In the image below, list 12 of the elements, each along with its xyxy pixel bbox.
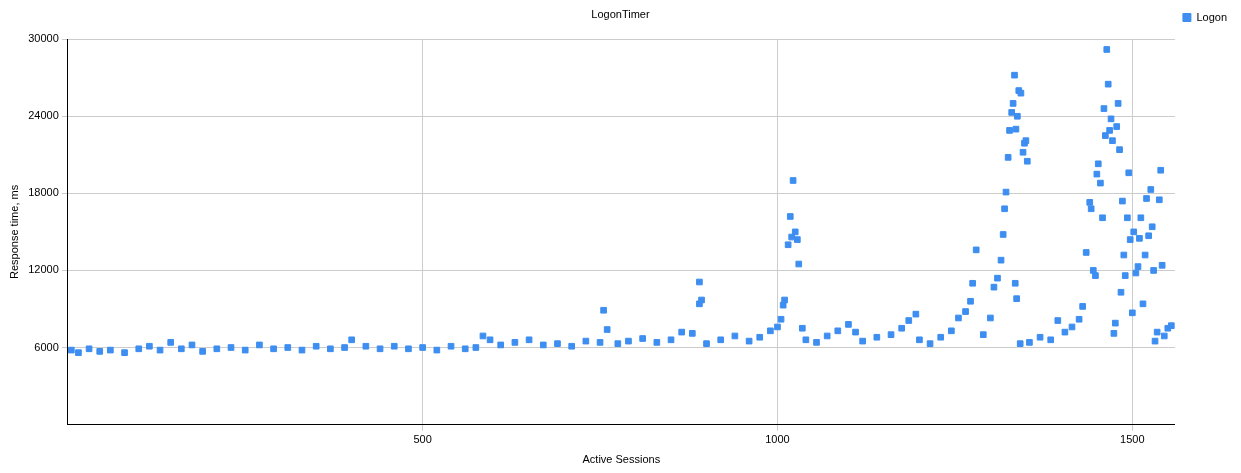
y-tick-label: 24000 — [28, 109, 59, 122]
y-tick-label: 30000 — [28, 32, 59, 45]
y-axis-title: Response time, ms — [7, 184, 20, 279]
y-tick-label: 6000 — [34, 340, 59, 353]
y-tick-label: 18000 — [28, 186, 59, 199]
x-axis-title: Active Sessions — [582, 453, 661, 466]
chart-title: LogonTimer — [591, 7, 650, 20]
x-tick-label: 500 — [413, 433, 432, 446]
x-tick-label: 1500 — [1120, 433, 1145, 446]
legend-label: Logon — [1196, 10, 1228, 23]
y-tick-label: 12000 — [28, 263, 59, 276]
x-tick-label: 1000 — [765, 433, 790, 446]
